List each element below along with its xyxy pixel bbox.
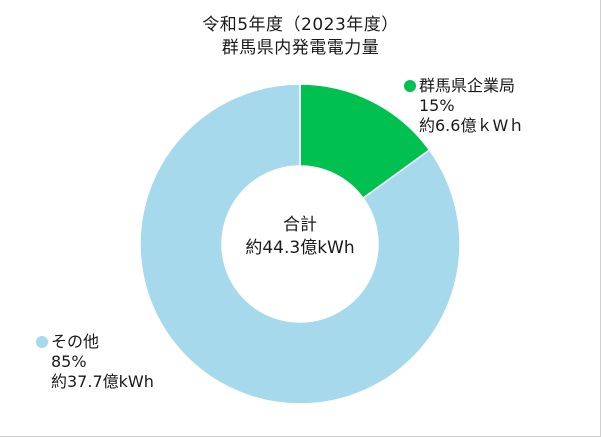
legend-amount-enterprise: 約6.6億ｋWｈ <box>419 116 525 135</box>
legend-name-enterprise: 群馬県企業局 <box>419 76 516 95</box>
legend-percent-other: 85% <box>51 352 87 371</box>
donut-slice-enterprise <box>299 83 431 200</box>
total-label: 合計 <box>283 215 317 235</box>
legend-amount-other: 約37.7億kWh <box>51 372 154 391</box>
legend-enterprise: 群馬県企業局 15% 約6.6億ｋWｈ <box>404 76 524 136</box>
legend-marker-other <box>36 336 48 348</box>
title-line: 令和5年度（2023年度） <box>202 15 399 35</box>
total-value: 約44.3億kWh <box>245 238 355 258</box>
subtitle-line: 群馬県内発電電力量 <box>221 38 380 58</box>
legend-percent-enterprise: 15% <box>419 96 455 115</box>
chart-title: 令和5年度（2023年度） 群馬県内発電電力量 <box>0 14 601 60</box>
legend-marker-enterprise <box>404 80 416 92</box>
legend-other: その他 85% 約37.7億kWh <box>36 332 154 392</box>
total-label-group: 合計 約44.3億kWh <box>200 214 400 260</box>
legend-name-other: その他 <box>51 332 100 351</box>
donut-slice-other <box>139 83 461 405</box>
